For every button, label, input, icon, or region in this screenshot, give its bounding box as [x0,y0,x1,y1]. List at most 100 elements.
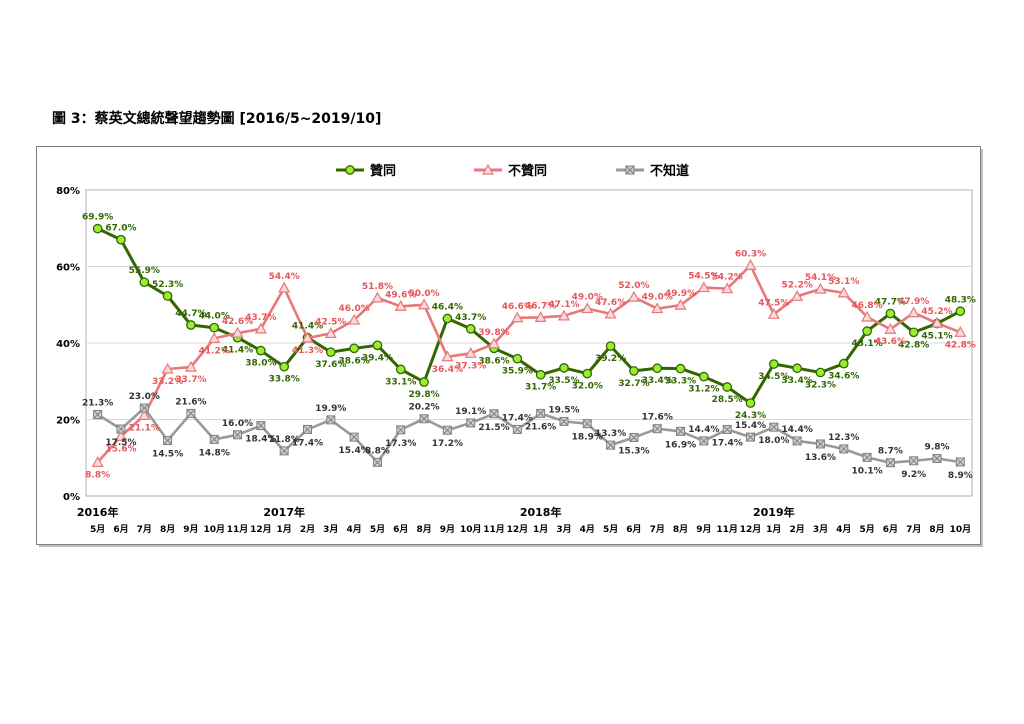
data-point [163,436,173,446]
data-label: 41.4% [292,322,323,332]
data-point [303,424,312,434]
x-tick-label: 6月 [883,524,898,535]
data-label: 49.6% [385,290,416,300]
data-label: 47.6% [595,298,626,308]
y-tick-label: 80% [56,186,80,197]
data-point [349,432,359,442]
data-label: 52.0% [618,281,649,291]
data-label: 8.8% [85,470,110,480]
data-point [138,409,151,420]
data-point [209,434,219,444]
x-tick-label: 5月 [859,524,874,535]
x-tick-label: 9月 [440,524,455,535]
data-label: 14.4% [782,425,813,435]
data-point [627,290,640,302]
data-point [792,363,802,374]
data-point [652,424,662,434]
data-label: 38.6% [478,356,509,366]
data-point [604,307,617,319]
legend-label: 不贊同 [508,163,547,179]
data-point [744,259,757,270]
data-label: 32.3% [805,380,836,390]
data-label: 10.1% [851,466,882,476]
data-point [955,306,966,317]
year-label: 2019年 [753,505,795,519]
data-point [394,300,407,311]
data-label: 8.7% [878,447,903,457]
data-point [652,363,663,374]
data-label: 46.6% [502,302,533,312]
data-label: 16.9% [665,440,696,450]
data-point [581,302,594,314]
data-point [441,350,454,362]
data-label: 35.9% [502,367,533,377]
x-tick-label: 5月 [90,524,105,535]
data-label: 21.5% [478,423,509,433]
data-label: 33.7% [175,375,206,385]
data-label: 43.7% [455,313,486,323]
data-label: 69.9% [82,213,113,223]
data-label: 47.1% [548,300,579,310]
data-point [722,424,732,434]
data-label: 19.9% [315,404,346,414]
data-label: 16.0% [222,419,253,429]
data-label: 60.3% [735,249,766,259]
x-tick-label: 1月 [533,524,548,535]
data-label: 21.6% [175,397,206,407]
data-label: 32.0% [572,382,603,392]
data-point [769,422,779,432]
data-point [162,291,173,301]
data-point [838,358,849,369]
data-label: 9.2% [901,470,926,480]
data-label: 49.0% [642,293,673,303]
data-label: 12.3% [828,433,859,443]
data-label: 44.0% [199,312,230,322]
y-tick-label: 0% [63,492,80,503]
data-point [534,311,547,322]
data-label: 42.8% [898,340,929,350]
data-point [464,347,477,358]
series-1 [92,223,966,408]
x-tick-label: 10月 [460,524,482,535]
data-label: 33.1% [385,377,416,387]
data-label: 31.7% [525,383,556,393]
data-point [674,298,687,310]
data-label: 38.6% [339,356,370,366]
data-label: 17.6% [642,413,673,423]
data-label: 14.5% [152,450,183,460]
data-label: 54.1% [805,273,836,283]
data-point [465,323,476,334]
data-point [862,452,872,462]
data-point [91,456,104,467]
data-point [93,410,103,420]
data-label: 46.0% [339,304,370,314]
x-tick-label: 1月 [277,524,292,535]
data-point [419,377,429,387]
data-point [395,364,406,375]
data-label: 23.0% [129,392,160,402]
data-label: 43.6% [875,337,906,347]
data-point [722,382,733,392]
data-label: 20.2% [408,403,439,413]
data-point [557,309,570,321]
data-point [814,282,827,294]
data-label: 21.6% [525,422,556,432]
x-tick-label: 11月 [227,524,249,535]
data-point [606,440,616,450]
x-tick-label: 6月 [113,524,128,535]
data-point [418,298,431,310]
x-tick-label: 11月 [716,524,738,535]
x-tick-label: 9月 [183,524,198,535]
data-label: 41.2% [199,346,230,356]
x-tick-label: 5月 [603,524,618,535]
data-point [909,456,919,466]
data-label: 17.4% [712,438,743,448]
data-label: 38.0% [245,359,276,369]
data-label: 29.8% [408,390,439,400]
data-point [767,308,780,319]
data-point [233,430,243,440]
data-point [792,436,802,446]
data-point [466,418,476,428]
data-point [371,291,384,303]
x-tick-label: 10月 [950,524,972,535]
